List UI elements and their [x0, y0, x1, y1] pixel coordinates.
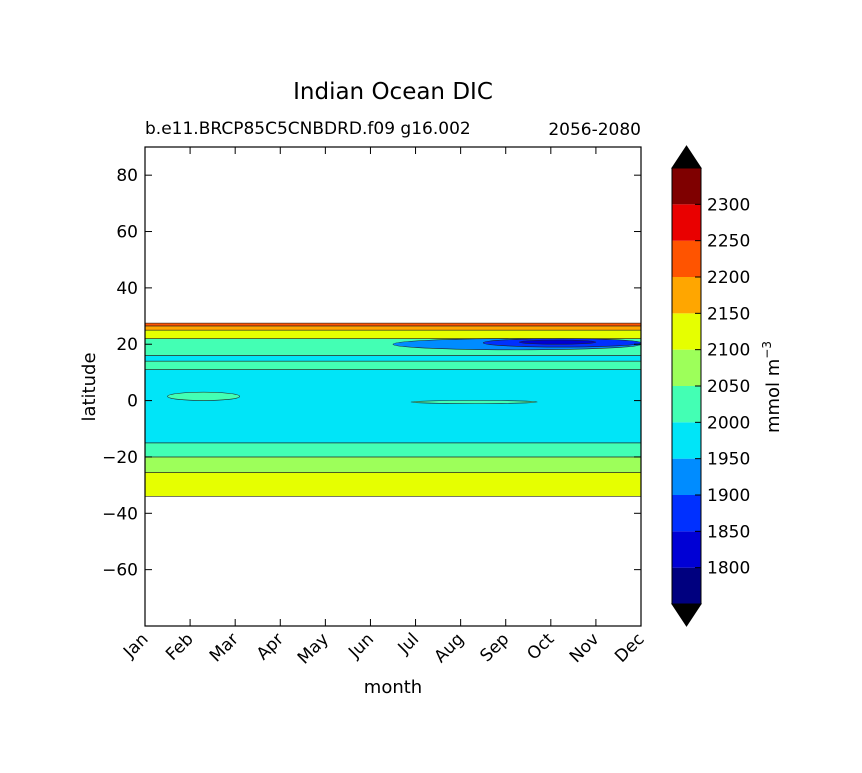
colorbar-tick-label: 2250 — [707, 232, 750, 252]
colorbar-swatch — [672, 531, 701, 568]
colorbar-tick-label: 2100 — [707, 341, 750, 361]
x-tick-label: Nov — [566, 629, 604, 667]
y-tick-label: 0 — [127, 392, 138, 412]
contour-band-7 — [144, 329, 642, 339]
y-tick-label: −40 — [102, 504, 138, 524]
x-tick-label: Jan — [119, 629, 152, 662]
x-tick-label: Sep — [476, 629, 513, 666]
x-tick-label: Aug — [431, 629, 469, 667]
chart-title: Indian Ocean DIC — [293, 79, 493, 105]
colorbar-label-main: mmol m — [763, 359, 784, 433]
chart-subtitle-left: b.e11.BRCP85C5CNBDRD.f09 g16.002 — [145, 119, 471, 139]
x-tick-label: May — [294, 629, 333, 668]
contour-band-2 — [144, 442, 642, 458]
y-axis-label: latitude — [79, 352, 100, 421]
colorbar-swatch — [672, 495, 701, 532]
x-tick-label: Feb — [162, 629, 197, 664]
y-tick-label: 60 — [116, 223, 138, 243]
colorbar-tick-label: 2150 — [707, 304, 750, 324]
colorbar-tick-label: 1850 — [707, 522, 750, 542]
colorbar-tick-label: 1800 — [707, 559, 750, 579]
colorbar-swatch — [672, 168, 701, 205]
y-axis: 80 60 40 20 0 −20 −40 −60 — [102, 166, 641, 581]
x-tick-label: Dec — [611, 629, 648, 666]
colorbar-label: mmol m−3 — [760, 341, 784, 433]
colorbar-tick-label: 1950 — [707, 450, 750, 470]
y-tick-label: 40 — [116, 279, 138, 299]
chart-subtitle-right: 2056-2080 — [548, 120, 641, 140]
y-tick-label: −20 — [102, 448, 138, 468]
x-tick-label: Mar — [206, 629, 243, 666]
colorbar-tick-label: 2300 — [707, 195, 750, 215]
x-axis-label: month — [364, 677, 422, 698]
plot-area — [144, 146, 642, 627]
contour-band-1 — [144, 456, 642, 473]
colorbar-swatch — [672, 567, 701, 604]
colorbar-label-exponent: −3 — [760, 341, 774, 359]
colorbar-extend-max — [671, 145, 702, 169]
x-tick-label: Apr — [253, 629, 288, 664]
contour-band-9 — [144, 322, 642, 327]
x-tick-label: Oct — [523, 629, 558, 664]
colorbar-swatch — [672, 458, 701, 495]
colorbar-tick-label: 1900 — [707, 486, 750, 506]
y-tick-label: −60 — [102, 561, 138, 581]
contour-band-0 — [144, 472, 642, 497]
contour-patch-1 — [410, 400, 538, 404]
contour-band-3 — [144, 369, 642, 444]
colorbar-swatch — [672, 204, 701, 241]
colorbar-tick-label: 2200 — [707, 268, 750, 288]
contour-band-5 — [144, 355, 642, 362]
contour-patch-0 — [167, 391, 240, 401]
plot-frame — [144, 146, 642, 627]
y-tick-label: 20 — [116, 335, 138, 355]
x-tick-label: Jul — [394, 629, 423, 658]
y-tick-label: 80 — [116, 166, 138, 186]
colorbar-swatch — [672, 349, 701, 386]
colorbar-extend-min — [671, 603, 702, 627]
contour-band-8 — [144, 325, 642, 331]
colorbar-tick-label: 2050 — [707, 377, 750, 397]
contour-patch-4 — [518, 339, 597, 345]
x-tick-label: Jun — [344, 629, 378, 663]
colorbar-swatch — [672, 277, 701, 314]
colorbar-swatch — [672, 313, 701, 350]
colorbar-swatch — [672, 386, 701, 423]
colorbar-tick-label: 2000 — [707, 413, 750, 433]
contour-band-4 — [144, 360, 642, 370]
colorbar-swatch — [672, 422, 701, 459]
colorbar: 1800 1850 1900 1950 2000 2050 2100 2150 2200 2250… — [671, 145, 750, 627]
colorbar-swatch — [672, 240, 701, 277]
